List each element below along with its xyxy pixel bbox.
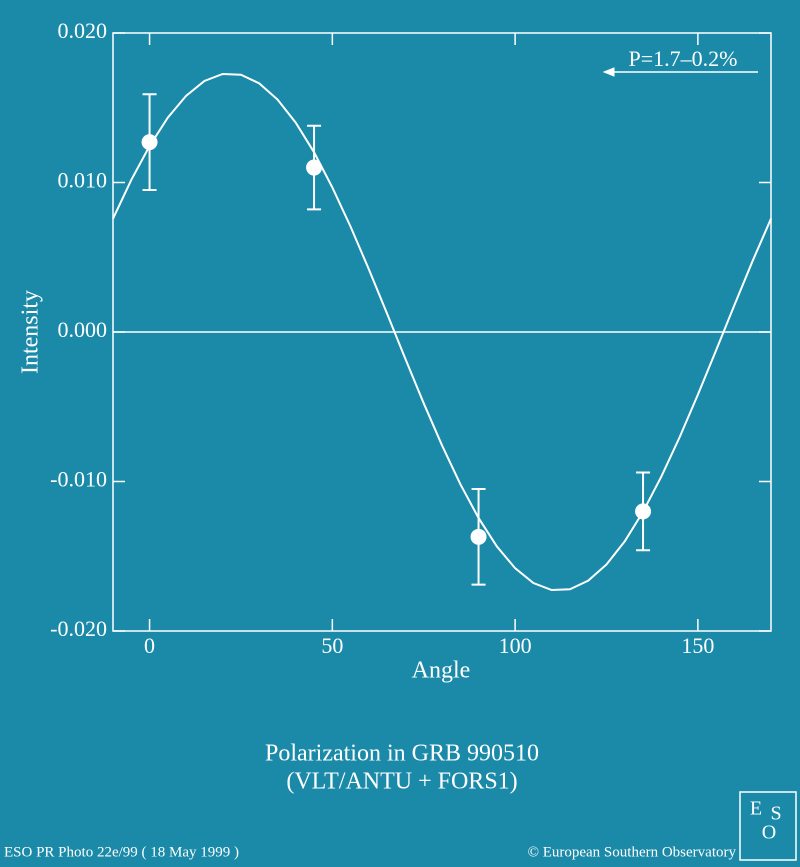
- logo-frame: [739, 791, 797, 861]
- y-tick-label: -0.020: [50, 616, 107, 641]
- y-axis-label: Intensity: [18, 290, 44, 374]
- footer-left: ESO PR Photo 22e/99 ( 18 May 1999 ): [4, 844, 239, 860]
- y-tick-label: 0.000: [58, 317, 108, 342]
- data-point: [306, 159, 323, 176]
- x-tick-label: 0: [144, 633, 155, 658]
- y-tick-label: 0.010: [58, 168, 108, 193]
- y-tick-label: 0.020: [58, 18, 108, 43]
- x-axis-label: Angle: [412, 658, 471, 684]
- logo-letter: S: [770, 803, 781, 825]
- arrow-head: [602, 67, 615, 77]
- logo-letter: E: [750, 798, 762, 820]
- logo: E S O: [739, 791, 797, 861]
- logo-letter: O: [762, 822, 776, 844]
- x-tick-label: 50: [321, 633, 343, 658]
- annotation: P=1.7–0.2%: [629, 46, 738, 71]
- chart-title: Polarization in GRB 990510: [265, 741, 539, 767]
- chart-subtitle: (VLT/ANTU + FORS1): [286, 769, 517, 795]
- y-tick-label: -0.010: [50, 467, 107, 492]
- data-point: [470, 528, 487, 545]
- footer-right: © European Southern Observatory: [528, 844, 737, 860]
- x-tick-label: 100: [499, 633, 532, 658]
- x-tick-label: 150: [681, 633, 714, 658]
- fit-curve: [112, 72, 772, 592]
